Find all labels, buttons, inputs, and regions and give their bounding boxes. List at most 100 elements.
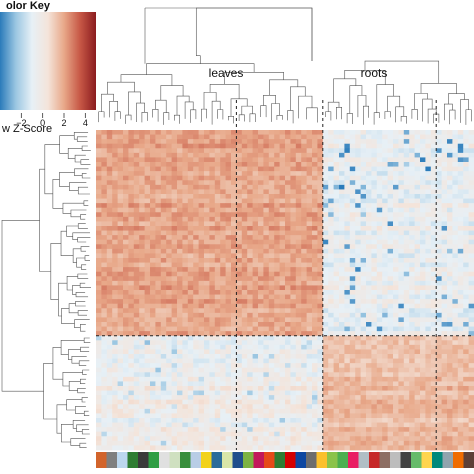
heatmap-cell: [398, 290, 404, 295]
heatmap-cell: [226, 185, 232, 190]
heatmap-cell: [118, 395, 124, 400]
heatmap-cell: [371, 281, 377, 286]
heatmap-cell: [323, 441, 329, 446]
heatmap-cell: [253, 345, 259, 350]
heatmap-cell: [458, 285, 464, 290]
heatmap-cell: [290, 377, 296, 382]
heatmap-cell: [355, 167, 361, 172]
heatmap-cell: [307, 400, 313, 405]
heatmap-cell: [285, 336, 291, 341]
heatmap-cell: [112, 235, 118, 240]
heatmap-cell: [193, 285, 199, 290]
heatmap-cell: [328, 148, 334, 153]
heatmap-cell: [436, 281, 442, 286]
heatmap-cell: [469, 363, 474, 368]
heatmap-cell: [447, 413, 453, 418]
heatmap-cell: [118, 130, 124, 135]
heatmap-cell: [307, 144, 313, 149]
heatmap-cell: [323, 208, 329, 213]
heatmap-cell: [101, 157, 107, 162]
heatmap-cell: [263, 189, 269, 194]
heatmap-cell: [290, 139, 296, 144]
heatmap-cell: [258, 144, 264, 149]
heatmap-cell: [118, 413, 124, 418]
heatmap-cell: [226, 153, 232, 158]
heatmap-cell: [247, 212, 253, 217]
heatmap-cell: [182, 441, 188, 446]
heatmap-cell: [339, 299, 345, 304]
heatmap-cell: [101, 418, 107, 423]
heatmap-cell: [371, 336, 377, 341]
heatmap-cell: [258, 372, 264, 377]
heatmap-cell: [269, 409, 275, 414]
heatmap-cell: [285, 153, 291, 158]
heatmap-cell: [388, 340, 394, 345]
heatmap-cell: [134, 295, 140, 300]
heatmap-cell: [388, 322, 394, 327]
heatmap-cell: [323, 176, 329, 181]
heatmap-cell: [388, 423, 394, 428]
heatmap-cell: [107, 221, 113, 226]
heatmap-cell: [188, 157, 194, 162]
heatmap-cell: [366, 381, 372, 386]
heatmap-cell: [101, 176, 107, 181]
heatmap-cell: [280, 423, 286, 428]
heatmap-cell: [436, 404, 442, 409]
heatmap-cell: [398, 436, 404, 441]
heatmap-cell: [172, 445, 178, 450]
heatmap-cell: [447, 308, 453, 313]
heatmap-cell: [193, 199, 199, 204]
heatmap-cell: [409, 240, 415, 245]
heatmap-cell: [177, 340, 183, 345]
heatmap-cell: [258, 290, 264, 295]
heatmap-cell: [172, 203, 178, 208]
heatmap-cell: [388, 281, 394, 286]
heatmap-cell: [204, 349, 210, 354]
heatmap-cell: [307, 336, 313, 341]
heatmap-cell: [145, 180, 151, 185]
heatmap-cell: [161, 391, 167, 396]
heatmap-cell: [220, 404, 226, 409]
heatmap-cell: [442, 409, 448, 414]
heatmap-cell: [128, 249, 134, 254]
heatmap-cell: [415, 194, 421, 199]
heatmap-cell: [350, 212, 356, 217]
heatmap-cell: [263, 395, 269, 400]
heatmap-cell: [355, 432, 361, 437]
heatmap-cell: [398, 285, 404, 290]
heatmap-cell: [96, 418, 102, 423]
heatmap-cell: [312, 258, 318, 263]
heatmap-cell: [161, 290, 167, 295]
heatmap-cell: [258, 180, 264, 185]
heatmap-cell: [398, 139, 404, 144]
heatmap-cell: [436, 386, 442, 391]
heatmap-cell: [371, 272, 377, 277]
dendrogram-branch: [177, 96, 189, 115]
heatmap-cell: [452, 240, 458, 245]
heatmap-cell: [107, 317, 113, 322]
heatmap-cell: [285, 276, 291, 281]
heatmap-cell: [420, 395, 426, 400]
heatmap-cell: [177, 322, 183, 327]
heatmap-cell: [253, 441, 259, 446]
heatmap-cell: [350, 240, 356, 245]
heatmap-cell: [350, 167, 356, 172]
heatmap-cell: [215, 176, 221, 181]
heatmap-cell: [436, 217, 442, 222]
heatmap-cell: [247, 308, 253, 313]
heatmap-cell: [139, 272, 145, 277]
heatmap-cell: [458, 391, 464, 396]
heatmap-cell: [296, 377, 302, 382]
heatmap-cell: [161, 285, 167, 290]
heatmap-cell: [150, 313, 156, 318]
heatmap-cell: [350, 153, 356, 158]
heatmap-cell: [361, 176, 367, 181]
heatmap-cell: [274, 308, 280, 313]
heatmap-cell: [447, 391, 453, 396]
heatmap-cell: [145, 249, 151, 254]
heatmap-cell: [263, 235, 269, 240]
heatmap-cell: [247, 267, 253, 272]
heatmap-cell: [269, 249, 275, 254]
heatmap-cell: [296, 130, 302, 135]
heatmap-cell: [469, 194, 474, 199]
